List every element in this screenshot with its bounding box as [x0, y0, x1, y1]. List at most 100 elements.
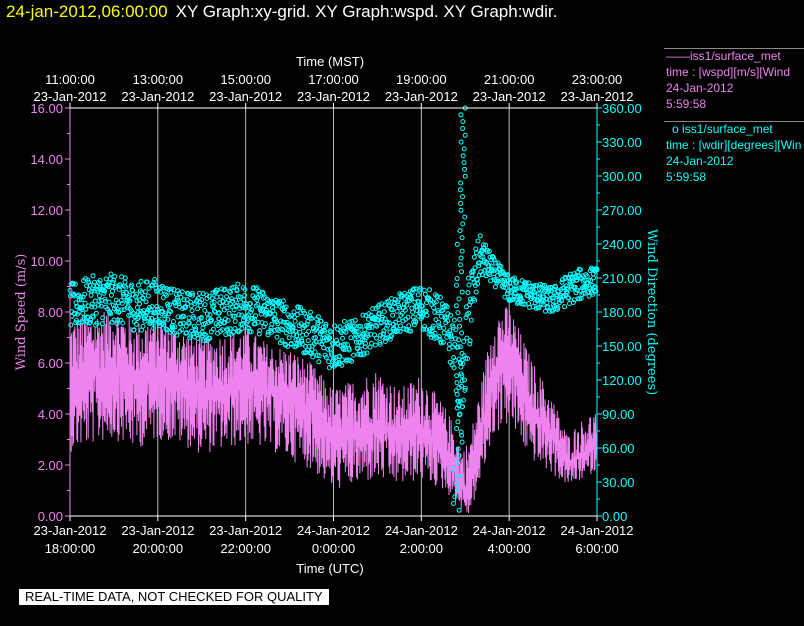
wdir-point: [514, 279, 520, 285]
wdir-point: [209, 295, 215, 301]
wdir-point: [233, 297, 239, 303]
wdir-point: [454, 380, 460, 386]
wdir-point: [451, 466, 456, 472]
wdir-point: [346, 347, 352, 353]
wdir-point: [370, 306, 376, 312]
wdir-point: [363, 341, 368, 346]
wdir-point: [529, 294, 535, 300]
wdir-point: [359, 337, 365, 343]
wdir-point: [580, 273, 586, 279]
wdir-point: [168, 289, 174, 295]
wdir-point: [323, 323, 329, 329]
wdir-point: [161, 285, 167, 291]
wdir-point: [93, 310, 99, 316]
wdir-point: [274, 334, 280, 340]
wdir-point: [219, 304, 225, 309]
wdir-point: [460, 194, 465, 200]
wdir-point: [453, 327, 459, 333]
wdir-point: [526, 288, 532, 294]
bottom-tick-date: 23-Jan-2012: [209, 523, 282, 538]
wdir-point: [564, 289, 569, 295]
wdir-point: [381, 331, 387, 337]
wdir-point: [181, 297, 187, 303]
wdir-point: [239, 321, 245, 327]
wdir-point: [302, 310, 307, 316]
wdir-point: [151, 325, 157, 331]
wdir-point: [457, 228, 463, 234]
wdir-point: [295, 337, 301, 343]
wdir-point: [588, 278, 594, 284]
wdir-point: [342, 341, 348, 347]
wdir-point: [232, 318, 238, 324]
wdir-point: [438, 340, 444, 346]
wdir-point: [188, 303, 194, 309]
wdir-point: [305, 338, 311, 344]
wdir-point: [108, 311, 114, 317]
legend-series-name: iss1/surface_met: [682, 122, 773, 136]
wdir-point: [492, 284, 498, 290]
wdir-point: [224, 305, 230, 311]
wdir-point: [306, 329, 312, 334]
wdir-point: [288, 341, 294, 346]
wdir-point: [410, 309, 416, 315]
wdir-point: [72, 281, 78, 287]
wdir-point: [296, 305, 301, 311]
wdir-point: [459, 248, 465, 254]
wdir-point: [84, 283, 90, 289]
wdir-point: [82, 291, 88, 297]
wdir-point: [459, 269, 465, 275]
wdir-point: [432, 330, 438, 336]
wdir-point: [199, 297, 205, 303]
wdir-point: [180, 320, 186, 326]
wdir-point: [554, 293, 560, 299]
wdir-point: [152, 282, 158, 288]
wdir-point: [458, 139, 464, 145]
wdir-point: [374, 323, 380, 329]
wdir-point: [119, 300, 125, 306]
wdir-point: [409, 290, 415, 296]
wdir-point: [441, 325, 447, 331]
wdir-point: [178, 294, 184, 300]
bottom-tick-time: 18:00:00: [45, 541, 96, 556]
wdir-point: [351, 352, 356, 358]
wdir-point: [549, 288, 554, 293]
wdir-point: [455, 310, 461, 316]
wdir-point: [540, 302, 546, 308]
wdir-point: [537, 290, 543, 296]
wdir-point: [143, 313, 149, 319]
wdir-point: [166, 308, 172, 314]
wdir-point: [580, 290, 586, 296]
wdir-point: [235, 328, 240, 334]
wdir-point: [566, 295, 572, 301]
wdir-point: [459, 357, 465, 363]
wdir-point: [297, 342, 303, 348]
wdir-point: [416, 299, 422, 305]
wdir-point: [280, 327, 286, 333]
wdir-point: [327, 335, 333, 341]
wdir-point: [164, 327, 170, 333]
legend-circle-marker: o: [672, 122, 679, 136]
wdir-point: [459, 330, 465, 336]
wdir-point: [291, 332, 297, 338]
wdir-point: [265, 332, 271, 338]
top-tick-date: 23-Jan-2012: [561, 89, 634, 104]
wdir-point: [223, 316, 228, 322]
wdir-point: [198, 315, 204, 320]
wdir-point: [136, 282, 141, 288]
wdir-point: [546, 285, 552, 291]
wdir-point: [136, 314, 142, 320]
wdir-point: [239, 326, 245, 332]
wdir-point: [446, 341, 452, 347]
wdir-point: [209, 317, 214, 323]
wdir-point: [406, 323, 412, 329]
bottom-tick-date: 24-Jan-2012: [473, 523, 546, 538]
wdir-point: [349, 358, 355, 364]
wdir-point: [202, 302, 208, 308]
wdir-point: [457, 262, 463, 268]
wdir-point: [398, 323, 403, 329]
wdir-point: [559, 279, 565, 285]
wdir-point: [214, 294, 220, 300]
wdir-point: [395, 328, 401, 334]
wdir-point: [472, 265, 478, 271]
xy-graph: 0.00 2.00 4.00 6.00 8.00 10.00 12.00 14.00 16.00…: [14, 54, 659, 576]
